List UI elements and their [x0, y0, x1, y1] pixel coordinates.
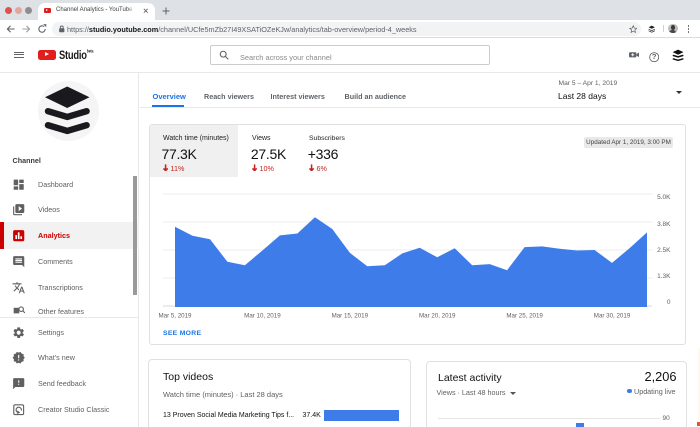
svg-text:Mar 30, 2019: Mar 30, 2019 — [594, 313, 631, 320]
svg-text:Mar 15, 2019: Mar 15, 2019 — [332, 313, 369, 320]
svg-text:3.8K: 3.8K — [657, 221, 671, 228]
svg-text:1.3K: 1.3K — [657, 273, 671, 280]
svg-text:5.0K: 5.0K — [657, 194, 671, 201]
svg-text:Mar 25, 2019: Mar 25, 2019 — [506, 313, 543, 320]
svg-text:Mar 10, 2019: Mar 10, 2019 — [244, 313, 281, 320]
svg-text:Mar 5, 2019: Mar 5, 2019 — [158, 313, 192, 320]
svg-text:Mar 20, 2019: Mar 20, 2019 — [419, 313, 456, 320]
svg-text:2.5K: 2.5K — [657, 247, 671, 254]
svg-text:0: 0 — [667, 299, 671, 306]
